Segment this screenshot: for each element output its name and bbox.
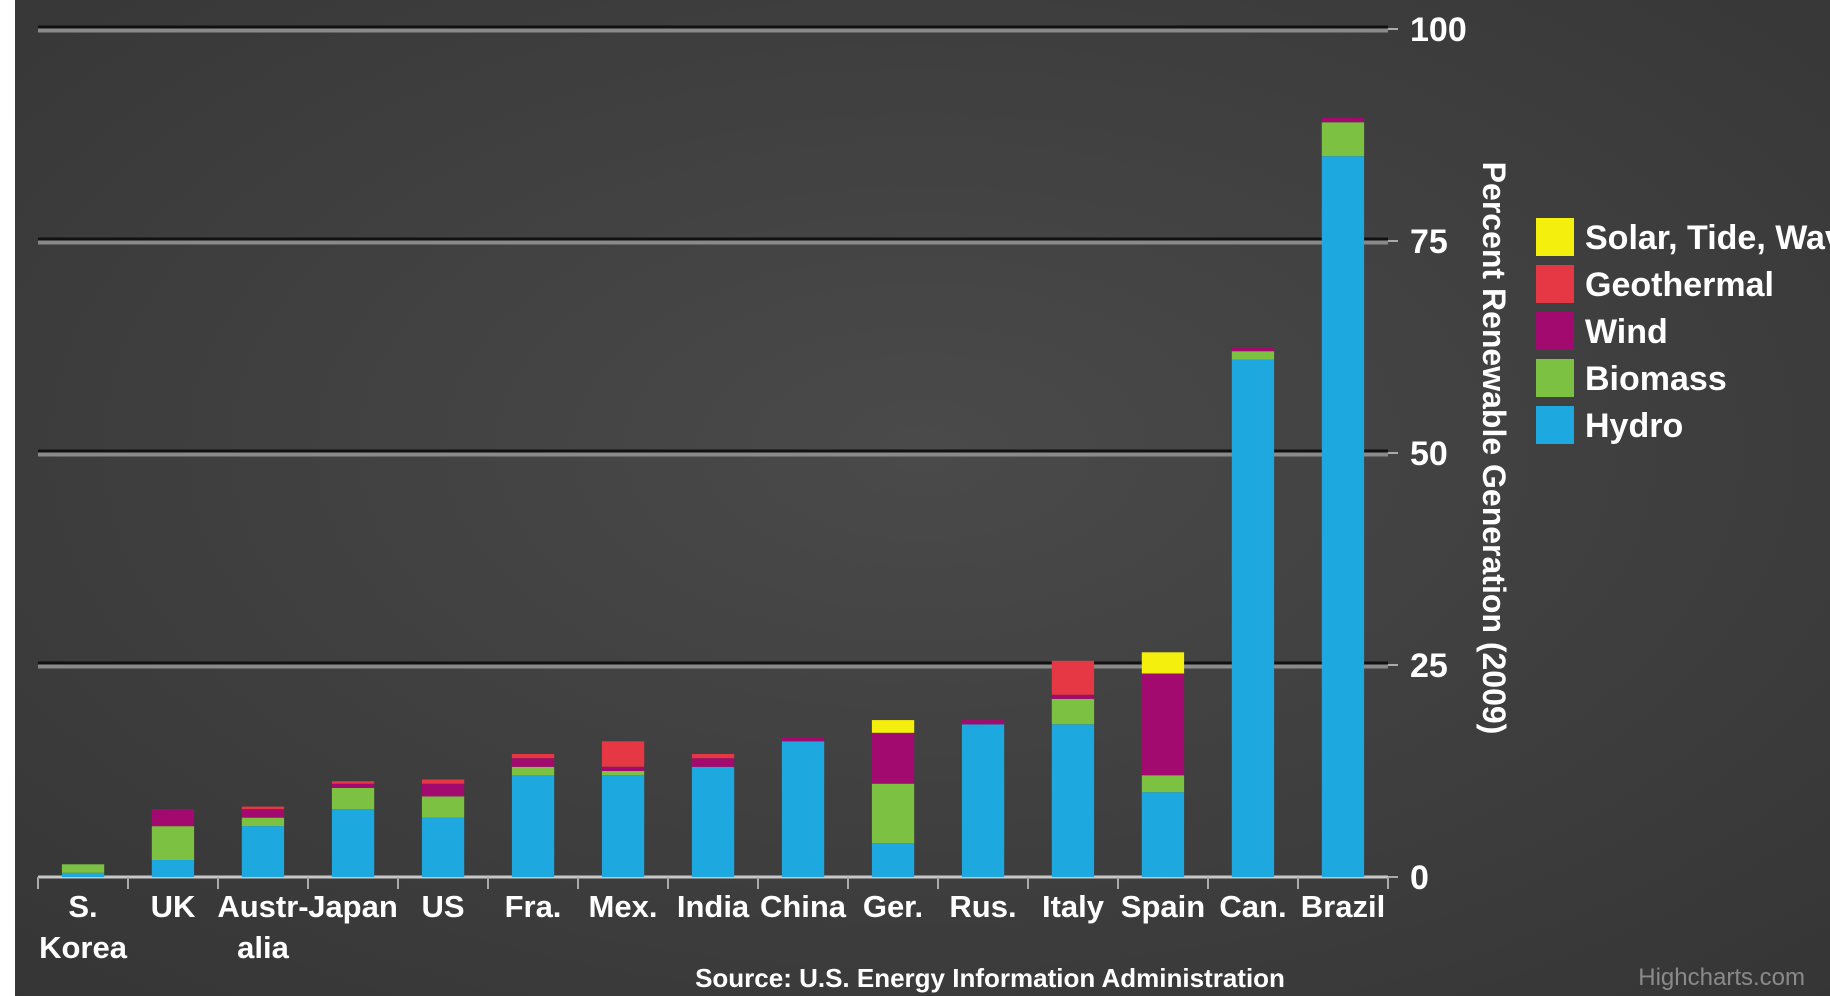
x-tick-label: India [677, 889, 750, 924]
y-tick-label: 25 [1410, 647, 1448, 685]
x-tick-label: Italy [1042, 889, 1105, 924]
bar-solar-tide-wave [871, 720, 915, 733]
y-axis: 0 25 50 75 100 [1388, 11, 1467, 897]
legend-item-label[interactable]: Hydro [1585, 407, 1683, 445]
x-tick-label: Mex. [589, 889, 658, 924]
legend-swatch [1536, 265, 1574, 303]
y-tick-label: 50 [1410, 435, 1448, 473]
y-axis-title: Percent Renewable Generation (2009) [1476, 162, 1512, 735]
bar-wind [1141, 673, 1185, 776]
x-tick-label: Japan [308, 889, 398, 924]
legend-swatch [1536, 312, 1574, 350]
bar-wind [1231, 347, 1275, 352]
bar-biomass [871, 783, 915, 844]
x-axis: S. Korea UK Austr-alia Japan US Fra. Mex. India C… [37, 877, 1389, 965]
bar-hydro [151, 860, 195, 877]
bar-hydro [1051, 724, 1095, 877]
bar-wind [1321, 118, 1365, 123]
legend-swatch [1536, 218, 1574, 256]
bar-biomass [241, 817, 285, 827]
bar-biomass [601, 771, 645, 776]
bar-hydro [511, 775, 555, 877]
bar-geothermal [421, 779, 465, 784]
bar-hydro [61, 872, 105, 877]
bar-hydro [331, 809, 375, 877]
bar-biomass [1231, 351, 1275, 360]
y-tick-label: 0 [1410, 859, 1429, 897]
bar-wind [1051, 694, 1095, 699]
x-tick-label: Rus. [949, 889, 1016, 924]
bar-wind [241, 809, 285, 818]
bar-biomass [511, 766, 555, 776]
bar-wind [781, 737, 825, 742]
bar-wind [601, 766, 645, 771]
bar-hydro [421, 817, 465, 877]
x-tick-label: Brazil [1301, 889, 1385, 924]
x-tick-label: Fra. [505, 889, 562, 924]
bar-wind [151, 809, 195, 827]
legend-item-label[interactable]: Solar, Tide, Wave [1585, 219, 1830, 257]
bar-geothermal [511, 754, 555, 759]
bar-biomass [1051, 698, 1095, 725]
x-tick-label: Korea [39, 930, 128, 965]
y-tick-label: 100 [1410, 11, 1467, 49]
source-note: Source: U.S. Energy Information Administ… [695, 963, 1285, 993]
bar-biomass [1141, 775, 1185, 793]
bar-geothermal [601, 741, 645, 767]
bar-biomass [331, 788, 375, 810]
bar-wind [421, 783, 465, 797]
bar-geothermal [241, 806, 285, 810]
bar-hydro [1141, 792, 1185, 877]
x-tick-label: S. [68, 889, 97, 924]
bar-geothermal [691, 754, 735, 759]
bar-biomass [421, 796, 465, 818]
bar-hydro [781, 741, 825, 877]
credit-link[interactable]: Highcharts.com [1638, 964, 1805, 991]
legend-item-label[interactable]: Biomass [1585, 360, 1727, 398]
bar-hydro [1231, 359, 1275, 877]
x-tick-label: UK [151, 889, 196, 924]
bar-hydro [691, 766, 735, 877]
bar-biomass [1321, 122, 1365, 157]
bar-wind [511, 758, 555, 767]
legend: Solar, Tide, Wave Geothermal Wind Biomass Hy… [1536, 218, 1830, 445]
bar-geothermal [331, 781, 375, 784]
x-tick-label: US [421, 889, 464, 924]
legend-item-label[interactable]: Wind [1585, 313, 1668, 351]
x-tick-label: Austr- [217, 889, 308, 924]
bar-solar-tide-wave [1141, 652, 1185, 674]
bar-wind [691, 758, 735, 767]
x-tick-label: Spain [1121, 889, 1205, 924]
x-tick-label: China [760, 889, 847, 924]
bar-geothermal [1051, 660, 1095, 695]
bar-biomass [151, 826, 195, 860]
bar-hydro [961, 724, 1005, 877]
bar-biomass [61, 864, 105, 873]
legend-swatch [1536, 406, 1574, 444]
x-tick-label: Ger. [863, 889, 923, 924]
x-tick-label: Can. [1219, 889, 1286, 924]
x-tick-label: alia [237, 930, 289, 965]
plot-background [15, 0, 1830, 996]
bar-wind [871, 732, 915, 784]
bar-wind [961, 720, 1005, 725]
bar-series [61, 118, 1365, 877]
bar-hydro [601, 775, 645, 877]
bar-hydro [241, 826, 285, 877]
legend-swatch [1536, 359, 1574, 397]
bar-hydro [871, 843, 915, 877]
bar-wind [331, 783, 375, 788]
y-tick-label: 75 [1410, 223, 1448, 261]
legend-item-label[interactable]: Geothermal [1585, 266, 1774, 304]
bar-hydro [1321, 156, 1365, 877]
